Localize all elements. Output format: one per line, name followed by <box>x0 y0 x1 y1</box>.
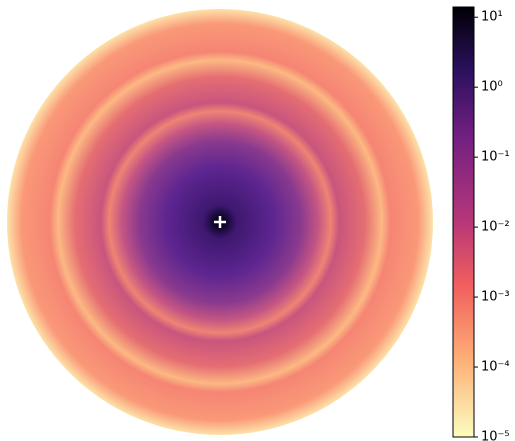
colorbar-tick-label: 10⁻⁵ <box>481 430 510 441</box>
colorbar-tick-label: 10⁰ <box>481 80 503 95</box>
colorbar-tick-label: 10⁻³ <box>481 290 510 305</box>
heatmap-image <box>7 9 433 435</box>
colorbar-tick-label: 10⁻¹ <box>481 150 510 165</box>
colorbar <box>452 6 475 438</box>
colorbar-tick-label: 10¹ <box>481 10 503 25</box>
colorbar-tick-label: 10⁻⁴ <box>481 360 510 375</box>
colorbar-tick-label: 10⁻² <box>481 220 510 235</box>
